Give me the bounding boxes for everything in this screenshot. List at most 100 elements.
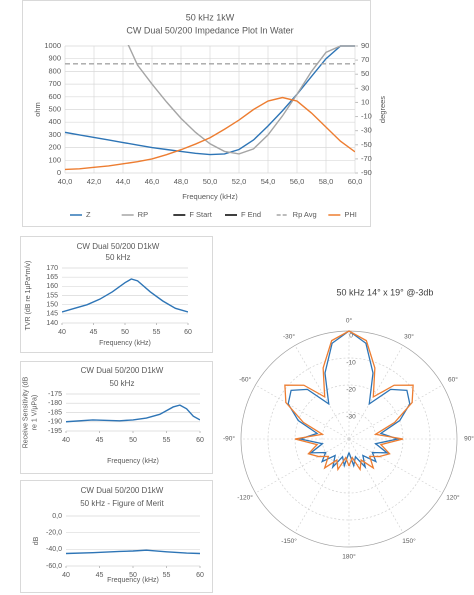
y-axis-label: re 1 V/µPa) [31, 395, 38, 431]
x-tick-label: 55 [153, 329, 161, 336]
ring [267, 357, 431, 521]
y-tick-label: -175 [48, 391, 62, 398]
y-tick-label: 600 [48, 92, 61, 101]
x-tick-label: 42,0 [87, 177, 102, 186]
chart-title: 50 kHz 1kW [186, 12, 235, 22]
legend-label: Rp Avg [293, 210, 317, 219]
y-tick-label: -190 [48, 419, 62, 426]
x-tick-label: 58,0 [319, 177, 334, 186]
chart-subtitle: 50 kHz [110, 379, 135, 388]
legend-label: F End [241, 210, 261, 219]
legend-label: Z [86, 210, 91, 219]
y-tick-label: -185 [48, 409, 62, 416]
x-tick-label: 55 [163, 572, 171, 579]
y2-tick-label: 70 [361, 55, 369, 64]
y-tick-label: 170 [46, 265, 58, 272]
y-axis-label: TVR (dB re 1µPa*m/v) [25, 261, 32, 331]
chart-title: CW Dual 50/200 D1kW [81, 366, 164, 375]
angle-label: 150° [402, 537, 416, 545]
x-tick-label: 40 [58, 329, 66, 336]
chart-title: CW Dual 50/200 D1kW [77, 242, 160, 251]
y-tick-label: 1000 [44, 41, 61, 50]
x-axis-label: Frequency (kHz) [107, 577, 159, 584]
y-tick-label: 100 [48, 155, 61, 164]
y-tick-label: -60,0 [46, 563, 62, 570]
y-tick-label: 160 [46, 283, 58, 290]
y-tick-label: -195 [48, 428, 62, 435]
x-tick-label: 40 [62, 572, 70, 579]
r-tick-label: -30 [346, 414, 356, 421]
r-tick-label: -20 [346, 387, 356, 394]
series-line [127, 45, 355, 155]
angle-label: -30° [283, 333, 295, 341]
y2-tick-label: 90 [361, 41, 369, 50]
x-axis-label: Frequency (kHz) [107, 458, 159, 465]
series-line [65, 45, 355, 156]
x-tick-label: 46,0 [145, 177, 160, 186]
angle-label: 60° [448, 376, 458, 384]
y-tick-label: 500 [48, 104, 61, 113]
chart-title: CW Dual 50/200 D1kW [81, 486, 164, 495]
y-axis-label: Receive Sensitivity (dB [22, 376, 29, 448]
x-tick-label: 44,0 [116, 177, 131, 186]
x-tick-label: 56,0 [290, 177, 305, 186]
legend-label: PHI [344, 210, 357, 219]
y-tick-label: 0,0 [52, 513, 62, 520]
y-tick-label: -20,0 [46, 530, 62, 537]
x-tick-label: 52,0 [232, 177, 247, 186]
r-tick-label: 0 [349, 333, 353, 340]
x-tick-label: 60 [196, 437, 204, 444]
x-tick-label: 50 [121, 329, 129, 336]
y-tick-label: 155 [46, 292, 58, 299]
x-tick-label: 60 [184, 329, 192, 336]
legend-label: RP [138, 210, 148, 219]
chart-title: 50 kHz 14° x 19° @-3db [337, 287, 434, 297]
polar-line [287, 330, 411, 470]
y-tick-label: 900 [48, 54, 61, 63]
x-tick-label: 45 [96, 572, 104, 579]
x-tick-label: 54,0 [261, 177, 276, 186]
x-tick-label: 60 [196, 572, 204, 579]
series-line [65, 96, 355, 171]
angle-label: 0° [346, 317, 353, 325]
y-tick-label: 165 [46, 274, 58, 281]
polar-line [284, 330, 414, 472]
y-tick-label: 150 [46, 302, 58, 309]
chart-subtitle: CW Dual 50/200 Impedance Plot In Water [126, 25, 293, 35]
x-tick-label: 55 [163, 437, 171, 444]
y2-tick-label: -10 [361, 112, 372, 121]
angle-label: -60° [239, 376, 251, 384]
x-tick-label: 50 [129, 572, 137, 579]
x-tick-label: 45 [96, 437, 104, 444]
x-tick-label: 45 [90, 329, 98, 336]
y2-tick-label: 30 [361, 83, 369, 92]
y-tick-label: 700 [48, 79, 61, 88]
angle-label: 120° [446, 494, 460, 502]
y-tick-label: -40,0 [46, 546, 62, 553]
x-tick-label: 60,0 [348, 177, 363, 186]
x-tick-label: 50 [129, 437, 137, 444]
y2-tick-label: -90 [361, 168, 372, 177]
angle-label: -120° [237, 494, 253, 502]
series-line [66, 404, 200, 423]
legend-label: F Start [189, 210, 212, 219]
y2-tick-label: 10 [361, 97, 369, 106]
panel [20, 236, 213, 353]
chart-subtitle: 50 kHz [106, 253, 131, 262]
series-line [62, 278, 188, 313]
y2-tick-label: 50 [361, 69, 369, 78]
y2-tick-label: -70 [361, 154, 372, 163]
y2-axis-label: degrees [378, 96, 387, 123]
panel [20, 480, 213, 593]
y-axis-label: ohm [33, 102, 42, 117]
x-tick-label: 40 [62, 437, 70, 444]
ring [321, 411, 377, 467]
y2-tick-label: -50 [361, 140, 372, 149]
angle-label: 30° [404, 333, 414, 341]
y-tick-label: 800 [48, 66, 61, 75]
y-tick-label: 300 [48, 130, 61, 139]
spoke [348, 345, 404, 440]
x-tick-label: 50,0 [203, 177, 218, 186]
